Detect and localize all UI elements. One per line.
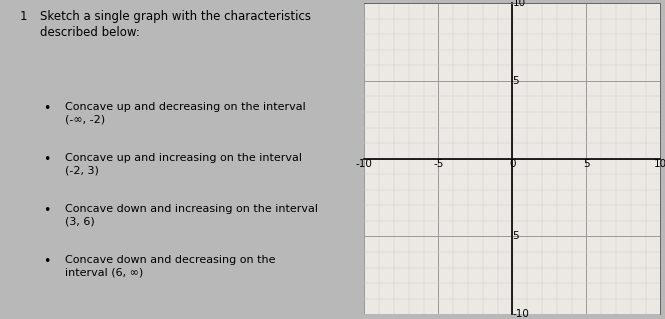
Text: 5: 5 <box>513 76 519 86</box>
Text: 5: 5 <box>583 159 590 169</box>
Text: •: • <box>43 204 51 217</box>
Text: -10: -10 <box>356 159 373 169</box>
Text: 0: 0 <box>509 159 515 169</box>
Text: •: • <box>43 102 51 115</box>
Text: 10: 10 <box>513 0 525 8</box>
Text: Concave up and decreasing on the interval
(-∞, -2): Concave up and decreasing on the interva… <box>65 102 306 124</box>
Text: Concave up and increasing on the interval
(-2, 3): Concave up and increasing on the interva… <box>65 153 302 175</box>
Text: -5: -5 <box>433 159 444 169</box>
Text: •: • <box>43 255 51 268</box>
Text: 5: 5 <box>513 232 519 241</box>
Text: Concave down and increasing on the interval
(3, 6): Concave down and increasing on the inter… <box>65 204 319 226</box>
Text: -10: -10 <box>513 309 529 319</box>
Text: Concave down and decreasing on the
interval (6, ∞): Concave down and decreasing on the inter… <box>65 255 276 277</box>
Text: 1: 1 <box>20 10 27 23</box>
Text: •: • <box>43 153 51 166</box>
Text: 10: 10 <box>654 159 665 169</box>
Text: Sketch a single graph with the characteristics
described below:: Sketch a single graph with the character… <box>40 10 311 39</box>
